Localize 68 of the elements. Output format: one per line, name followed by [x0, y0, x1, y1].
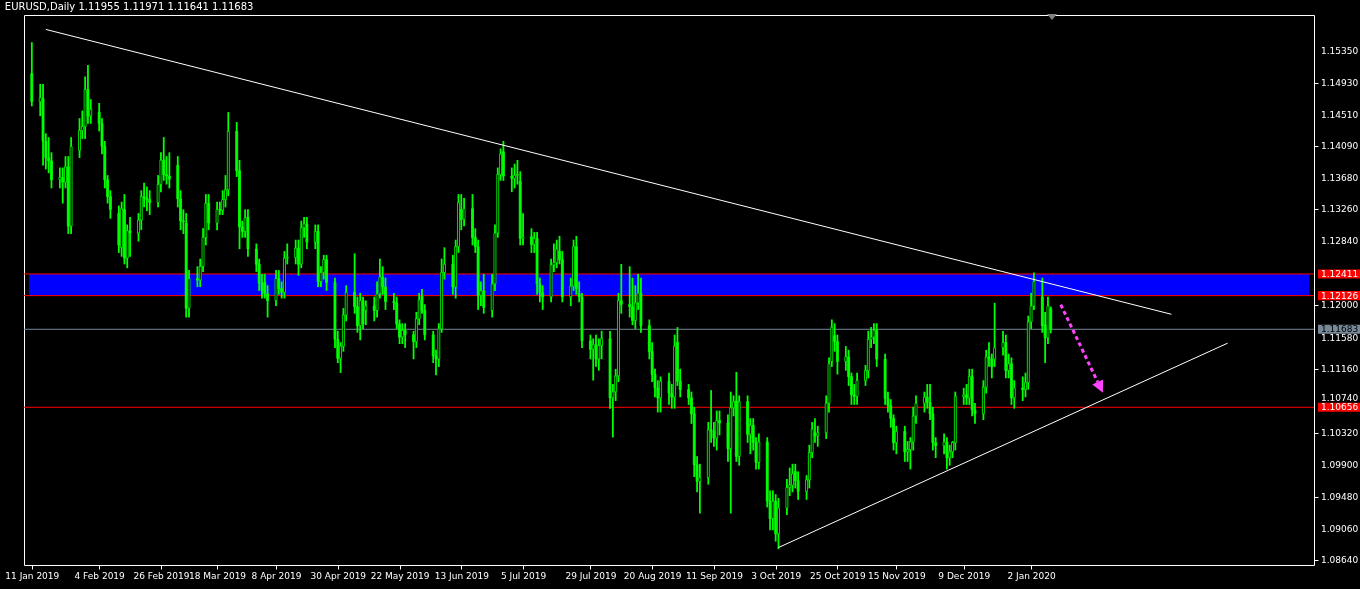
x-tick-label: 5 Jul 2019 — [500, 570, 547, 581]
x-tick-label: 13 Jun 2019 — [434, 570, 490, 581]
candlestick — [962, 387, 966, 405]
y-tick-label: 1.12840 — [1321, 236, 1359, 247]
candlestick — [513, 163, 517, 189]
x-tick-label: 2 Jan 2020 — [1007, 570, 1056, 581]
candlestick — [145, 186, 149, 212]
x-tick-label: 18 Mar 2019 — [189, 570, 247, 581]
candlestick — [1021, 376, 1025, 402]
candlestick — [148, 190, 152, 215]
candlestick — [659, 376, 662, 413]
candlestick — [274, 270, 278, 307]
ref-line-label: 1.10656 — [1321, 402, 1359, 413]
x-tick-label: 26 Feb 2019 — [133, 570, 190, 581]
candlestick — [1010, 357, 1013, 405]
y-tick-label: 1.09060 — [1321, 523, 1359, 534]
x-tick-label: 22 May 2019 — [370, 570, 430, 581]
y-tick-label: 1.14930 — [1321, 77, 1359, 88]
x-tick-label: 9 Dec 2019 — [938, 570, 991, 581]
candlestick — [501, 140, 505, 181]
candlestick — [555, 239, 559, 269]
y-tick-label: 1.11580 — [1321, 333, 1359, 344]
x-tick-label: 25 Oct 2019 — [810, 570, 867, 581]
candlestick — [305, 216, 309, 250]
candlestick — [167, 152, 171, 189]
x-tick-label: 20 Aug 2019 — [623, 570, 682, 581]
y-tick-label: 1.10320 — [1321, 427, 1359, 438]
ref-line-label: 1.12411 — [1321, 268, 1359, 279]
y-tick-label: 1.14510 — [1321, 109, 1359, 120]
x-tick-label: 3 Oct 2019 — [751, 570, 802, 581]
candlestick — [757, 433, 761, 470]
candlestick — [215, 201, 219, 231]
ref-line-label: 1.11683 — [1321, 324, 1359, 335]
y-tick-label: 1.09480 — [1321, 491, 1359, 502]
y-tick-label: 1.09900 — [1321, 459, 1359, 470]
candlestick — [325, 254, 328, 291]
candlestick — [903, 425, 907, 462]
candlestick — [462, 197, 466, 227]
x-tick-label: 11 Jan 2019 — [5, 570, 60, 581]
x-tick-label: 15 Nov 2019 — [868, 570, 926, 581]
candlestick — [945, 437, 949, 470]
candlestick — [400, 323, 404, 345]
y-tick-label: 1.13680 — [1321, 172, 1359, 183]
y-tick-label: 1.08640 — [1321, 555, 1359, 566]
y-tick-label: 1.12000 — [1321, 300, 1359, 311]
candlestick — [123, 194, 126, 265]
candlestick — [777, 498, 780, 550]
x-tick-label: 8 Apr 2019 — [251, 570, 302, 581]
candlestick — [715, 410, 719, 451]
candlestick — [510, 167, 514, 193]
candlestick — [530, 228, 533, 253]
candlestick — [667, 372, 671, 405]
y-tick-label: 1.15350 — [1321, 45, 1359, 56]
y-tick-label: 1.10740 — [1321, 393, 1359, 404]
x-tick-label: 30 Apr 2019 — [310, 570, 367, 581]
x-tick-label: 11 Sep 2019 — [685, 570, 744, 581]
candlestick — [364, 300, 368, 326]
chart-title: EURUSD,Daily 1.11955 1.11971 1.11641 1.11683 — [4, 1, 254, 12]
candlestick — [791, 463, 794, 493]
x-tick-label: 4 Feb 2019 — [74, 570, 126, 581]
candlestick — [855, 372, 859, 405]
y-tick-label: 1.11160 — [1321, 364, 1359, 375]
y-tick-label: 1.14090 — [1321, 141, 1359, 152]
x-tick-label: 29 Jul 2019 — [565, 570, 617, 581]
ref-line-label: 1.12126 — [1321, 290, 1359, 301]
candlestick — [403, 323, 407, 348]
candlestick — [482, 273, 486, 314]
y-tick-label: 1.13260 — [1321, 204, 1359, 215]
